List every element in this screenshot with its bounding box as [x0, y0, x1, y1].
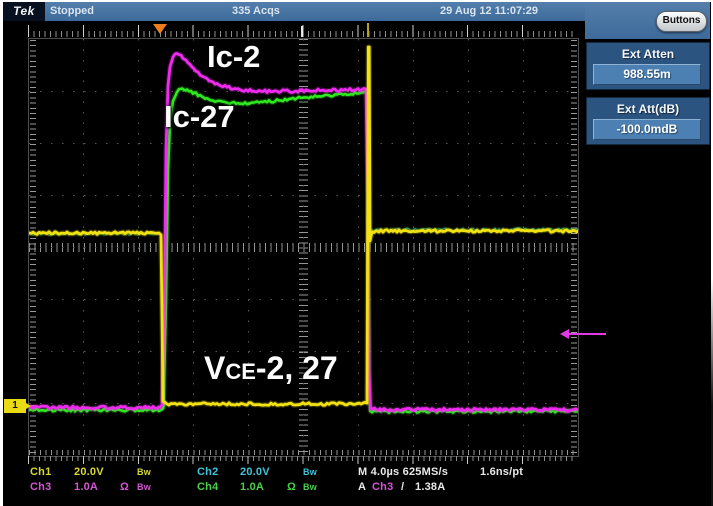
annotation-ic2: Ic-2 [207, 39, 261, 74]
border-left [0, 0, 3, 506]
buttons-button[interactable]: Buttons [656, 11, 707, 32]
grid-line-vertical [83, 39, 85, 456]
ext-atten-value-field[interactable]: 988.55m [593, 64, 701, 85]
trigger-level-readout[interactable]: 1.38A [415, 481, 446, 493]
border-top [0, 0, 713, 2]
waveform-plot [29, 44, 578, 416]
datetime-display: 29 Aug 12 11:07:29 [440, 5, 539, 17]
ch4-readout-scale[interactable]: 1.0A [240, 481, 265, 493]
ch3-bandwidth-badge: Bw [137, 482, 151, 492]
ch2-readout-name[interactable]: Ch2 [197, 466, 219, 478]
trigger-level-arrow[interactable] [560, 328, 606, 340]
ruler-center-tick [301, 26, 303, 37]
bottom-ruler [28, 456, 577, 464]
ch1-reference-marker[interactable]: 1 [4, 399, 31, 413]
title-bar [3, 2, 710, 21]
trace-ic2-ch3 [29, 52, 578, 413]
grid-line-vertical [303, 39, 304, 456]
grid-line-vertical [412, 39, 414, 456]
grid-line-vertical [522, 39, 524, 456]
ch1-readout-scale[interactable]: 20.0V [74, 466, 104, 478]
resolution-readout: 1.6ns/pt [480, 466, 524, 478]
ruler-spike-tick [367, 23, 369, 37]
trigger-level-arrow-head [560, 329, 569, 339]
grid-line-vertical [357, 39, 359, 456]
trace-vce-ch1 [29, 45, 578, 407]
ch3-coupling-badge: Ω [120, 481, 130, 493]
trigger-source-readout[interactable]: Ch3 [372, 481, 394, 493]
ch4-coupling-badge: Ω [287, 481, 297, 493]
grid-line-vertical [193, 39, 195, 456]
ext-attdb-title: Ext Att(dB) [616, 102, 680, 116]
annotation-ic27: Ic-27 [164, 99, 235, 134]
graticule: Ic-2 Ic-27 Vce-2, 27 [28, 38, 606, 457]
grid-line-vertical [467, 39, 469, 456]
annotation-vce: Vce-2, 27 [204, 350, 338, 386]
ext-attdb-value-field[interactable]: -100.0mdB [593, 119, 701, 140]
border-right [711, 0, 713, 506]
ch3-readout-name[interactable]: Ch3 [30, 481, 52, 493]
timebase-readout[interactable]: M 4.0µs 625MS/s [358, 466, 449, 478]
grid-line-vertical [248, 39, 250, 456]
trigger-mode-readout[interactable]: A [358, 481, 367, 493]
ch1-reference-label: 1 [12, 400, 18, 411]
ch2-bandwidth-badge: Bw [303, 467, 317, 477]
grid-line-vertical [138, 39, 140, 456]
ch4-bandwidth-badge: Bw [303, 482, 317, 492]
ch2-readout-scale[interactable]: 20.0V [240, 466, 270, 478]
ext-atten-title: Ext Atten [621, 47, 675, 61]
trigger-slope-icon: / [401, 481, 405, 493]
ch4-readout-name[interactable]: Ch4 [197, 481, 219, 493]
ch1-readout-name[interactable]: Ch1 [30, 466, 52, 478]
trigger-position-marker[interactable] [153, 24, 167, 34]
tek-logo: Tek [3, 2, 45, 21]
acquisition-status: Stopped [50, 5, 94, 17]
trigger-level-arrow-tail [568, 333, 606, 335]
ch1-bandwidth-badge: Bw [137, 467, 151, 477]
ch1-reference-arrow-icon [26, 403, 31, 409]
ch3-readout-scale[interactable]: 1.0A [74, 481, 99, 493]
acquisition-count: 335 Acqs [232, 5, 280, 17]
